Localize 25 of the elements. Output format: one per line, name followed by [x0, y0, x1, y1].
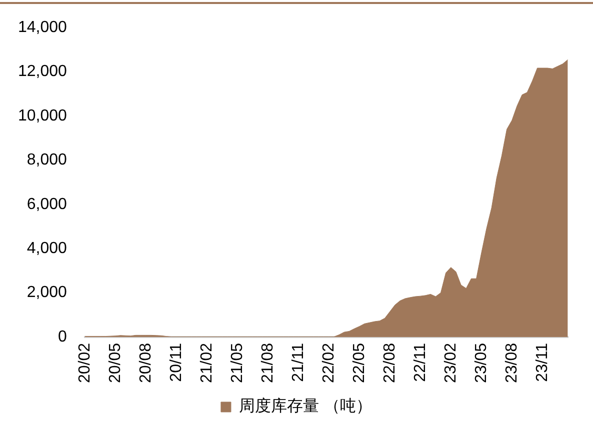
x-tick-label: 22/05: [350, 342, 368, 384]
x-tick-label: 23/05: [472, 342, 490, 384]
x-tick-label: 22/08: [381, 342, 398, 384]
y-tick-label: 10,000: [18, 107, 68, 124]
x-tick-label: 21/11: [290, 342, 307, 382]
y-tick-label: 0: [58, 328, 68, 346]
x-tick-label: 21/02: [198, 342, 216, 384]
x-tick-label: 21/08: [259, 342, 276, 384]
x-tick-label: 20/05: [106, 342, 124, 384]
x-tick-label: 20/08: [137, 342, 154, 384]
y-tick-label: 2,000: [26, 284, 68, 302]
x-tick-label: 21/05: [228, 342, 246, 384]
y-tick-label: 12,000: [18, 63, 68, 80]
y-tick-label: 6,000: [26, 196, 68, 213]
x-tick-label: 23/02: [442, 342, 460, 384]
x-tick-label: 22/02: [320, 342, 338, 384]
legend-label: 周度库存量 （吨）: [238, 396, 372, 416]
y-tick-label: 4,000: [26, 240, 68, 257]
x-tick-label: 22/11: [412, 342, 429, 382]
x-tick-label: 20/11: [168, 342, 185, 382]
x-tick-label: 23/11: [534, 342, 551, 382]
x-tick-label: 20/02: [76, 342, 94, 384]
y-tick-label: 14,000: [18, 19, 68, 36]
y-tick-label: 8,000: [26, 152, 68, 169]
x-tick-label: 23/08: [503, 342, 520, 384]
